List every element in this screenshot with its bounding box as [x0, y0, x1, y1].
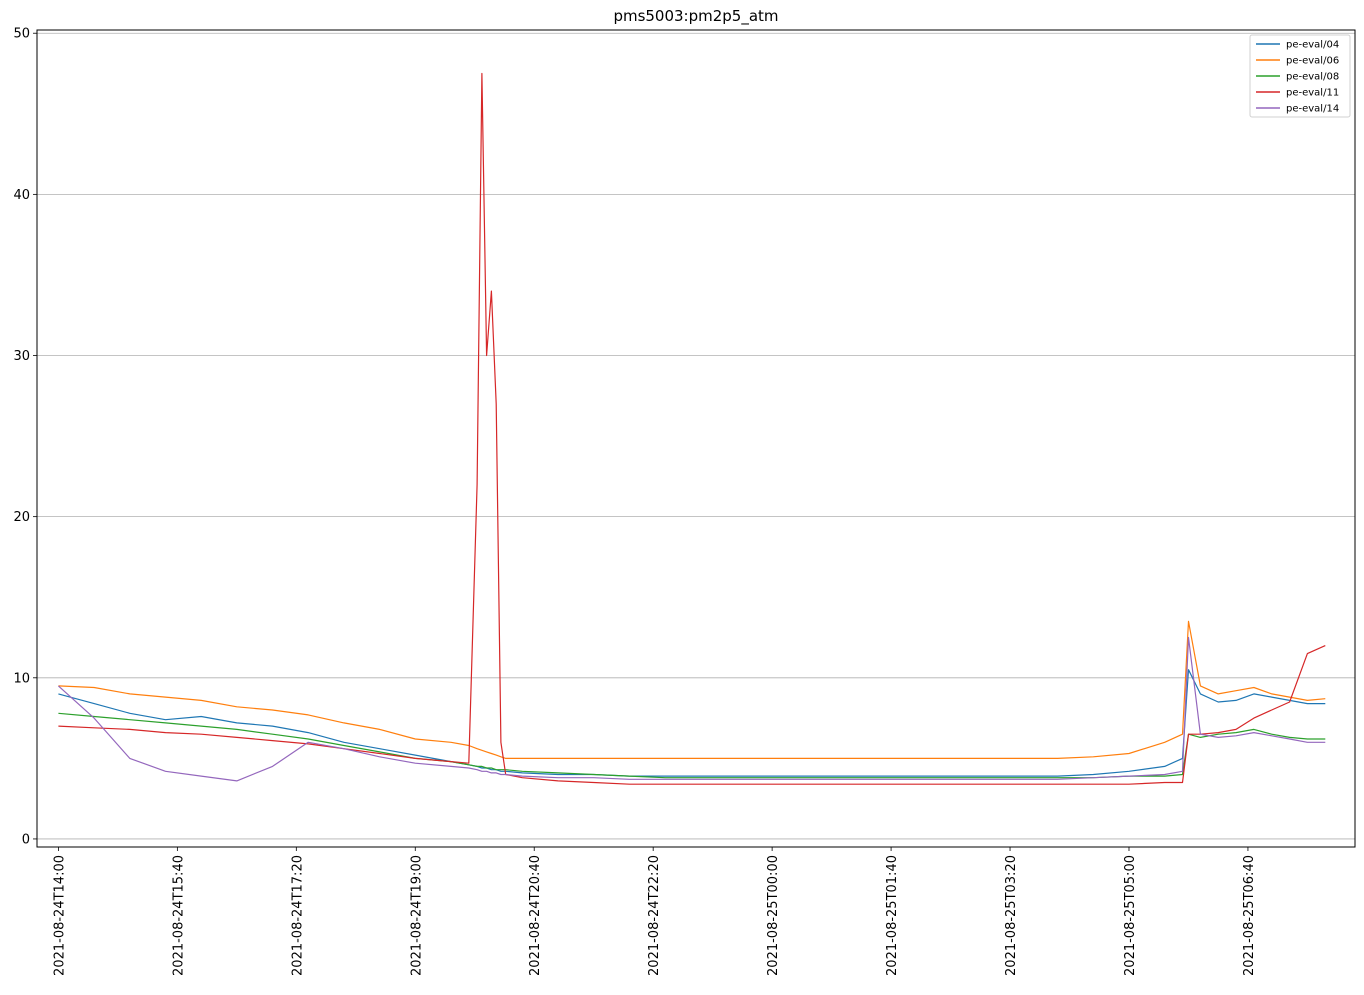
x-tick-label: 2021-08-24T17:20 — [290, 855, 305, 976]
series-line-pe-eval-06 — [58, 620, 1326, 760]
y-tick-label: 20 — [13, 510, 30, 525]
x-tick-label: 2021-08-25T00:00 — [766, 855, 781, 976]
x-axis-ticks: 2021-08-24T14:00 2021-08-24T15:40 2021-08-… — [52, 847, 1257, 976]
x-tick-label: 2021-08-24T14:00 — [52, 855, 67, 976]
y-tick-label: 40 — [13, 188, 30, 203]
legend-label: pe-eval/04 — [1286, 40, 1339, 51]
legend-label: pe-eval/11 — [1286, 88, 1339, 99]
series-lines — [57, 72, 1326, 785]
series-line-pe-eval-04 — [58, 669, 1326, 777]
y-tick-label: 0 — [22, 832, 30, 847]
legend: pe-eval/04 pe-eval/06 pe-eval/08 pe-eval/11… — [1249, 34, 1351, 118]
legend-box — [1249, 34, 1351, 118]
x-tick-label: 2021-08-24T20:40 — [528, 855, 543, 976]
legend-label: pe-eval/08 — [1286, 72, 1339, 83]
x-tick-label: 2021-08-25T03:20 — [1004, 855, 1019, 976]
legend-label: pe-eval/14 — [1286, 104, 1339, 115]
y-tick-label: 10 — [13, 671, 30, 686]
y-tick-label: 50 — [13, 27, 30, 42]
x-tick-label: 2021-08-25T06:40 — [1242, 855, 1257, 976]
x-tick-label: 2021-08-25T05:00 — [1123, 855, 1138, 976]
chart-title: pms5003:pm2p5_atm — [613, 7, 778, 26]
y-axis-ticks: 0 10 20 30 40 50 — [13, 27, 37, 847]
plot-frame — [36, 29, 1356, 848]
x-tick-label: 2021-08-24T15:40 — [171, 855, 186, 976]
y-gridlines — [37, 32, 1355, 840]
series-line-pe-eval-14 — [57, 636, 1326, 782]
legend-label: pe-eval/06 — [1286, 56, 1339, 67]
x-tick-label: 2021-08-24T19:00 — [409, 855, 424, 976]
y-tick-label: 30 — [13, 349, 30, 364]
x-tick-label: 2021-08-24T22:20 — [647, 855, 662, 976]
x-tick-label: 2021-08-25T01:40 — [885, 855, 900, 976]
